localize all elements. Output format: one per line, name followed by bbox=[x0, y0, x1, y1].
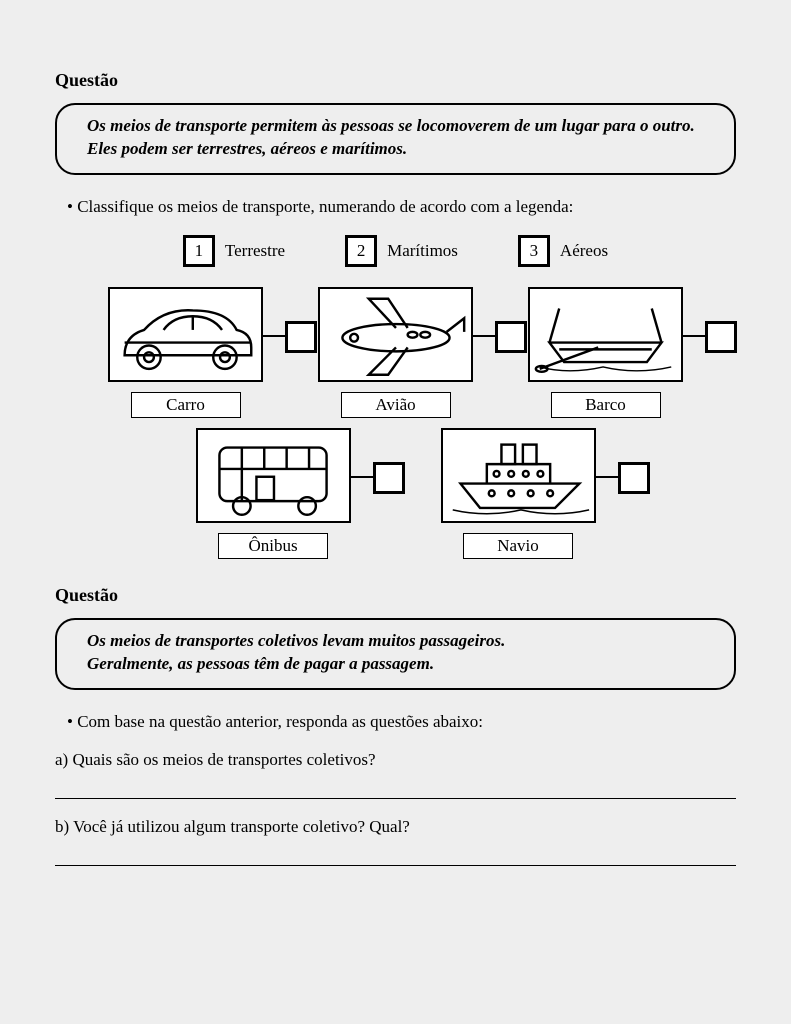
legend-box-1: 1 bbox=[183, 235, 215, 267]
card-label-onibus: Ônibus bbox=[218, 533, 328, 559]
card-barco: Barco bbox=[528, 287, 683, 418]
connector bbox=[683, 335, 707, 337]
cards-row-2: Ônibus Navio bbox=[55, 428, 736, 559]
q2-info-line2: Geralmente, as pessoas têm de pagar a pa… bbox=[75, 653, 716, 676]
card-label-barco: Barco bbox=[551, 392, 661, 418]
q2-info-line1: Os meios de transportes coletivos levam … bbox=[75, 630, 716, 653]
q2-title: Questão bbox=[55, 585, 736, 606]
q2-item-a: a) Quais são os meios de transportes col… bbox=[55, 750, 736, 770]
q2-info-box: Os meios de transportes coletivos levam … bbox=[55, 618, 736, 690]
answer-box-aviao[interactable] bbox=[495, 321, 527, 353]
legend-item-aereos: 3 Aéreos bbox=[518, 235, 608, 267]
legend-label-2: Marítimos bbox=[387, 241, 458, 261]
connector bbox=[473, 335, 497, 337]
boat-icon bbox=[528, 287, 683, 382]
connector bbox=[263, 335, 287, 337]
connector bbox=[351, 476, 375, 478]
card-carro: Carro bbox=[108, 287, 263, 418]
card-label-carro: Carro bbox=[131, 392, 241, 418]
card-label-aviao: Avião bbox=[341, 392, 451, 418]
card-aviao: Avião bbox=[318, 287, 473, 418]
legend-item-terrestre: 1 Terrestre bbox=[183, 235, 285, 267]
card-label-navio: Navio bbox=[463, 533, 573, 559]
answer-line-a[interactable] bbox=[55, 798, 736, 799]
q2-item-b: b) Você já utilizou algum transporte col… bbox=[55, 817, 736, 837]
legend-box-3: 3 bbox=[518, 235, 550, 267]
q1-instruction: Classifique os meios de transporte, nume… bbox=[67, 197, 736, 217]
connector bbox=[596, 476, 620, 478]
cards-row-1: Carro Avião bbox=[55, 287, 736, 418]
answer-box-onibus[interactable] bbox=[373, 462, 405, 494]
answer-box-navio[interactable] bbox=[618, 462, 650, 494]
answer-box-carro[interactable] bbox=[285, 321, 317, 353]
legend-row: 1 Terrestre 2 Marítimos 3 Aéreos bbox=[55, 235, 736, 267]
legend-box-2: 2 bbox=[345, 235, 377, 267]
worksheet-page: Questão Os meios de transporte permitem … bbox=[0, 0, 791, 1024]
legend-label-1: Terrestre bbox=[225, 241, 285, 261]
legend-item-maritimos: 2 Marítimos bbox=[345, 235, 458, 267]
car-icon bbox=[108, 287, 263, 382]
q2-instruction: Com base na questão anterior, responda a… bbox=[67, 712, 736, 732]
plane-icon bbox=[318, 287, 473, 382]
legend-label-3: Aéreos bbox=[560, 241, 608, 261]
answer-box-barco[interactable] bbox=[705, 321, 737, 353]
q1-info-line2: Eles podem ser terrestres, aéreos e marí… bbox=[75, 138, 716, 161]
ship-icon bbox=[441, 428, 596, 523]
card-navio: Navio bbox=[441, 428, 596, 559]
q1-title: Questão bbox=[55, 70, 736, 91]
q1-info-box: Os meios de transporte permitem às pesso… bbox=[55, 103, 736, 175]
answer-line-b[interactable] bbox=[55, 865, 736, 866]
card-onibus: Ônibus bbox=[196, 428, 351, 559]
bus-icon bbox=[196, 428, 351, 523]
q1-info-line1: Os meios de transporte permitem às pesso… bbox=[75, 115, 716, 138]
